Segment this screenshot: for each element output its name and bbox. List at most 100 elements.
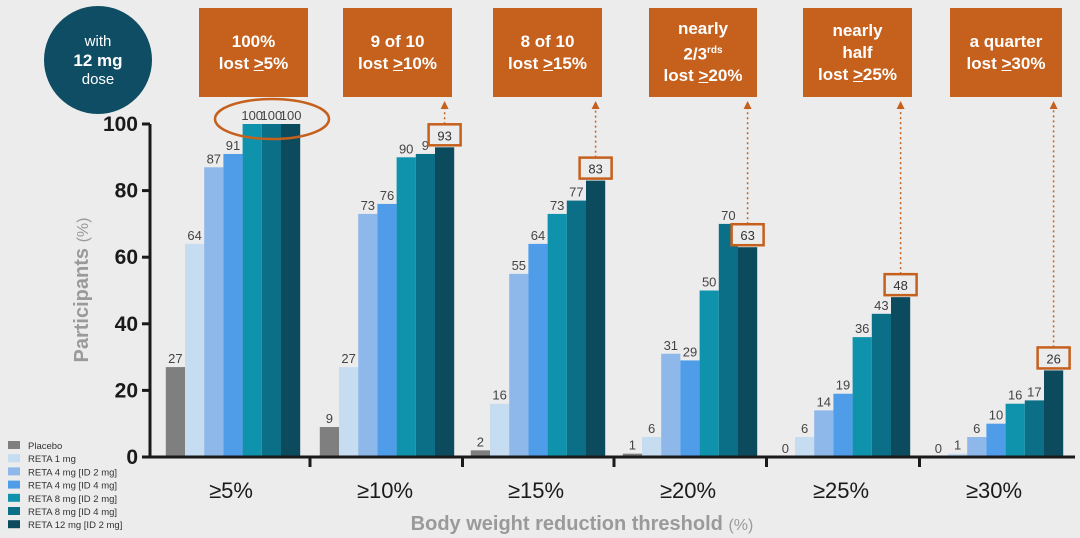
callout-line-1b: half xyxy=(842,42,873,62)
bar xyxy=(661,353,681,457)
callout-line-2: lost >10% xyxy=(358,53,437,73)
callout-line-2: lost >15% xyxy=(508,53,587,73)
value-label: 0 xyxy=(782,441,789,456)
value-label: 27 xyxy=(341,351,355,366)
bar xyxy=(1024,400,1044,457)
value-label: 9 xyxy=(326,411,333,426)
value-label: 29 xyxy=(683,344,697,359)
value-label: 87 xyxy=(207,151,221,166)
arrow-head xyxy=(440,101,449,109)
callout-30pct: a quarter lost >30% xyxy=(950,8,1062,97)
bar xyxy=(204,167,224,458)
value-label: 36 xyxy=(855,321,869,336)
callout-line-2: lost >20% xyxy=(663,66,743,86)
bar xyxy=(642,437,662,457)
legend-label: RETA 12 mg [ID 2 mg] xyxy=(28,520,122,531)
x-tick-label: ≥25% xyxy=(813,478,869,503)
y-axis-title-text: Participants xyxy=(71,242,93,362)
callout-line-1: a quarter xyxy=(969,31,1043,51)
x-tick-label: ≥10% xyxy=(357,478,413,503)
callout-5pct: 100% lost >5% xyxy=(199,8,308,97)
bar xyxy=(396,157,416,458)
bar xyxy=(358,213,378,457)
arrow-head xyxy=(1049,101,1058,109)
bar xyxy=(738,247,758,457)
value-label: 76 xyxy=(380,188,394,203)
value-label: 16 xyxy=(1008,388,1022,403)
callout-line-1: nearly xyxy=(677,18,729,38)
bar xyxy=(795,437,815,457)
value-label: 43 xyxy=(874,298,888,313)
value-label: 64 xyxy=(531,228,545,243)
value-label: 100 xyxy=(241,108,263,123)
bar xyxy=(622,453,642,457)
bar xyxy=(509,273,529,457)
value-label: 17 xyxy=(1027,384,1041,399)
badge-line-1: with xyxy=(84,32,112,50)
callout-line-1: 9 of 10 xyxy=(370,31,425,51)
value-label: 19 xyxy=(836,378,850,393)
value-label: 48 xyxy=(893,278,907,293)
x-axis-title: Body weight reduction threshold (%) xyxy=(411,513,754,535)
highlight-box xyxy=(1036,346,1071,370)
highlight-box xyxy=(883,272,918,297)
bar xyxy=(339,367,359,457)
value-label: 93 xyxy=(437,128,451,143)
value-label: 91 xyxy=(226,138,240,153)
value-label: 9 xyxy=(422,138,429,153)
callout-line-2: lost >25% xyxy=(818,64,897,84)
bar xyxy=(871,313,891,457)
bar xyxy=(852,337,872,457)
x-tick-label: ≥30% xyxy=(966,478,1022,503)
legend-swatch xyxy=(8,493,20,502)
legend-swatch xyxy=(8,467,20,476)
arrow-head xyxy=(896,101,905,109)
value-label: 6 xyxy=(648,421,655,436)
value-label: 31 xyxy=(664,338,678,353)
legend-label: Placebo xyxy=(28,441,62,452)
callout-line-1b: 2/3rds xyxy=(683,44,723,64)
highlight-ellipse xyxy=(213,97,331,141)
value-label: 55 xyxy=(512,258,526,273)
value-label: 6 xyxy=(801,421,808,436)
x-axis-unit: (%) xyxy=(728,517,753,534)
y-tick-label: 40 xyxy=(115,313,138,336)
y-tick-label: 0 xyxy=(126,446,138,469)
value-label: 90 xyxy=(399,141,413,156)
value-label: 100 xyxy=(261,108,283,123)
x-tick-label: ≥20% xyxy=(660,478,716,503)
value-label: 2 xyxy=(477,434,484,449)
callout-15pct: 8 of 10 lost >15% xyxy=(493,8,602,97)
bar xyxy=(566,200,586,457)
legend-swatch xyxy=(8,507,20,515)
bar xyxy=(948,453,968,457)
value-label: 73 xyxy=(550,198,564,213)
y-tick-label: 100 xyxy=(103,113,138,136)
y-tick-label: 20 xyxy=(115,379,138,402)
bar xyxy=(1005,403,1025,457)
bar xyxy=(377,203,397,457)
value-label: 26 xyxy=(1046,351,1060,366)
value-label: 16 xyxy=(492,388,506,403)
bar xyxy=(165,367,185,457)
bar xyxy=(435,147,455,457)
bar xyxy=(986,423,1006,457)
y-tick-label: 60 xyxy=(115,246,138,269)
callout-line-1: 100% xyxy=(231,31,276,51)
dose-badge: with 12 mg dose xyxy=(44,6,152,114)
bar xyxy=(891,297,911,457)
bar xyxy=(699,290,719,457)
bar xyxy=(547,213,567,457)
annotations-layer: 93 83 63 48 26 xyxy=(213,97,1071,370)
legend-swatch xyxy=(8,454,20,463)
bar xyxy=(470,450,490,457)
legend-label: RETA 4 mg [ID 4 mg] xyxy=(28,481,117,492)
y-axis-title: Participants (%) xyxy=(71,218,93,363)
value-label: 6 xyxy=(973,421,980,436)
bar xyxy=(415,153,435,457)
value-label: 70 xyxy=(721,208,735,223)
bar xyxy=(223,153,243,457)
value-label: 27 xyxy=(168,351,182,366)
bar xyxy=(261,124,281,457)
